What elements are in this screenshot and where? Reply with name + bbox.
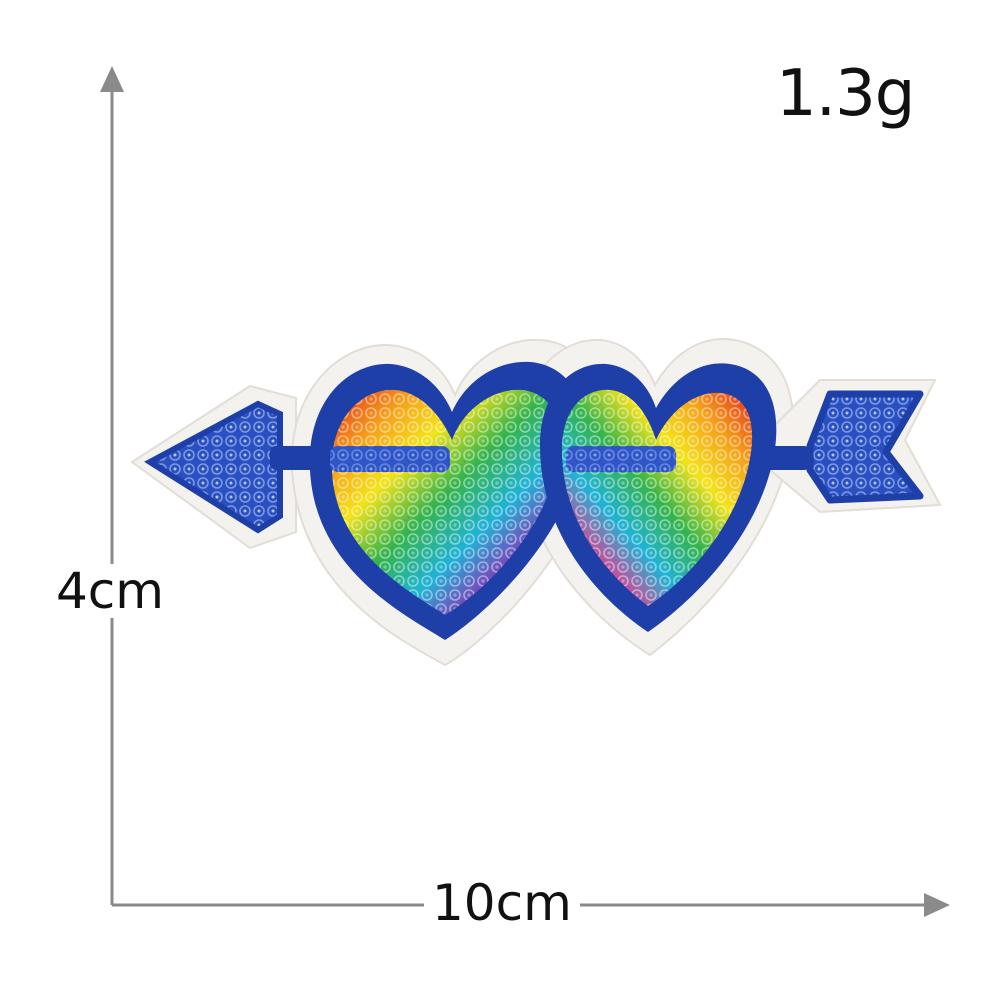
up-arrow-icon xyxy=(100,66,124,92)
right-arrow-icon xyxy=(924,893,950,917)
width-label: 10cm xyxy=(424,876,580,930)
arrow-fletching xyxy=(806,390,924,504)
weight-label: 1.3g xyxy=(776,57,915,131)
right-heart xyxy=(540,363,777,632)
patch-picture xyxy=(130,338,942,667)
height-label: 4cm xyxy=(52,564,169,618)
arrow-through-hearts xyxy=(330,446,676,472)
